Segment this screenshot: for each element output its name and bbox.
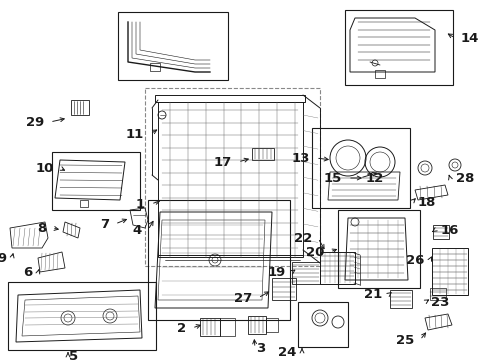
Bar [80,200,88,207]
Bar [297,302,347,347]
Bar [220,318,235,336]
Text: 27: 27 [233,292,251,305]
Text: 14: 14 [460,31,478,45]
Text: 8: 8 [37,221,46,234]
Bar [319,252,354,284]
Bar [291,262,319,284]
Bar [251,148,273,160]
Bar [200,318,220,336]
Text: 9: 9 [0,252,6,265]
Text: 21: 21 [363,288,381,302]
Bar [389,290,411,308]
Text: 4: 4 [132,224,142,237]
Bar [150,63,160,71]
Text: 1: 1 [136,198,145,211]
Text: 3: 3 [256,342,265,355]
Bar [247,316,265,334]
Text: 16: 16 [440,224,458,237]
Bar [148,200,289,320]
Bar [158,102,303,257]
Bar [345,10,452,85]
Bar [429,288,445,300]
Bar [311,128,409,208]
Text: 25: 25 [395,333,413,346]
Text: 24: 24 [277,346,295,359]
Text: 18: 18 [417,195,435,208]
Bar [145,88,319,266]
Bar [265,318,278,332]
Text: 15: 15 [323,171,341,184]
Text: 26: 26 [405,253,423,266]
Bar [432,225,448,239]
Text: 11: 11 [125,127,143,140]
Bar [337,210,419,288]
Bar [52,152,140,210]
Text: 7: 7 [100,217,109,230]
Bar [8,282,156,350]
Bar [118,12,227,80]
Bar [271,278,295,300]
Text: 29: 29 [26,116,44,129]
Text: 19: 19 [267,266,285,279]
Text: 6: 6 [23,266,32,279]
Text: 10: 10 [36,162,54,175]
Text: 28: 28 [455,171,473,184]
Text: 5: 5 [69,350,79,360]
Text: 23: 23 [430,296,448,309]
Text: 13: 13 [291,152,309,165]
Text: 2: 2 [177,321,185,334]
Text: 20: 20 [305,246,324,258]
Text: 12: 12 [365,171,384,184]
Bar [71,100,89,115]
Text: 22: 22 [293,231,311,244]
Text: 17: 17 [213,156,231,168]
